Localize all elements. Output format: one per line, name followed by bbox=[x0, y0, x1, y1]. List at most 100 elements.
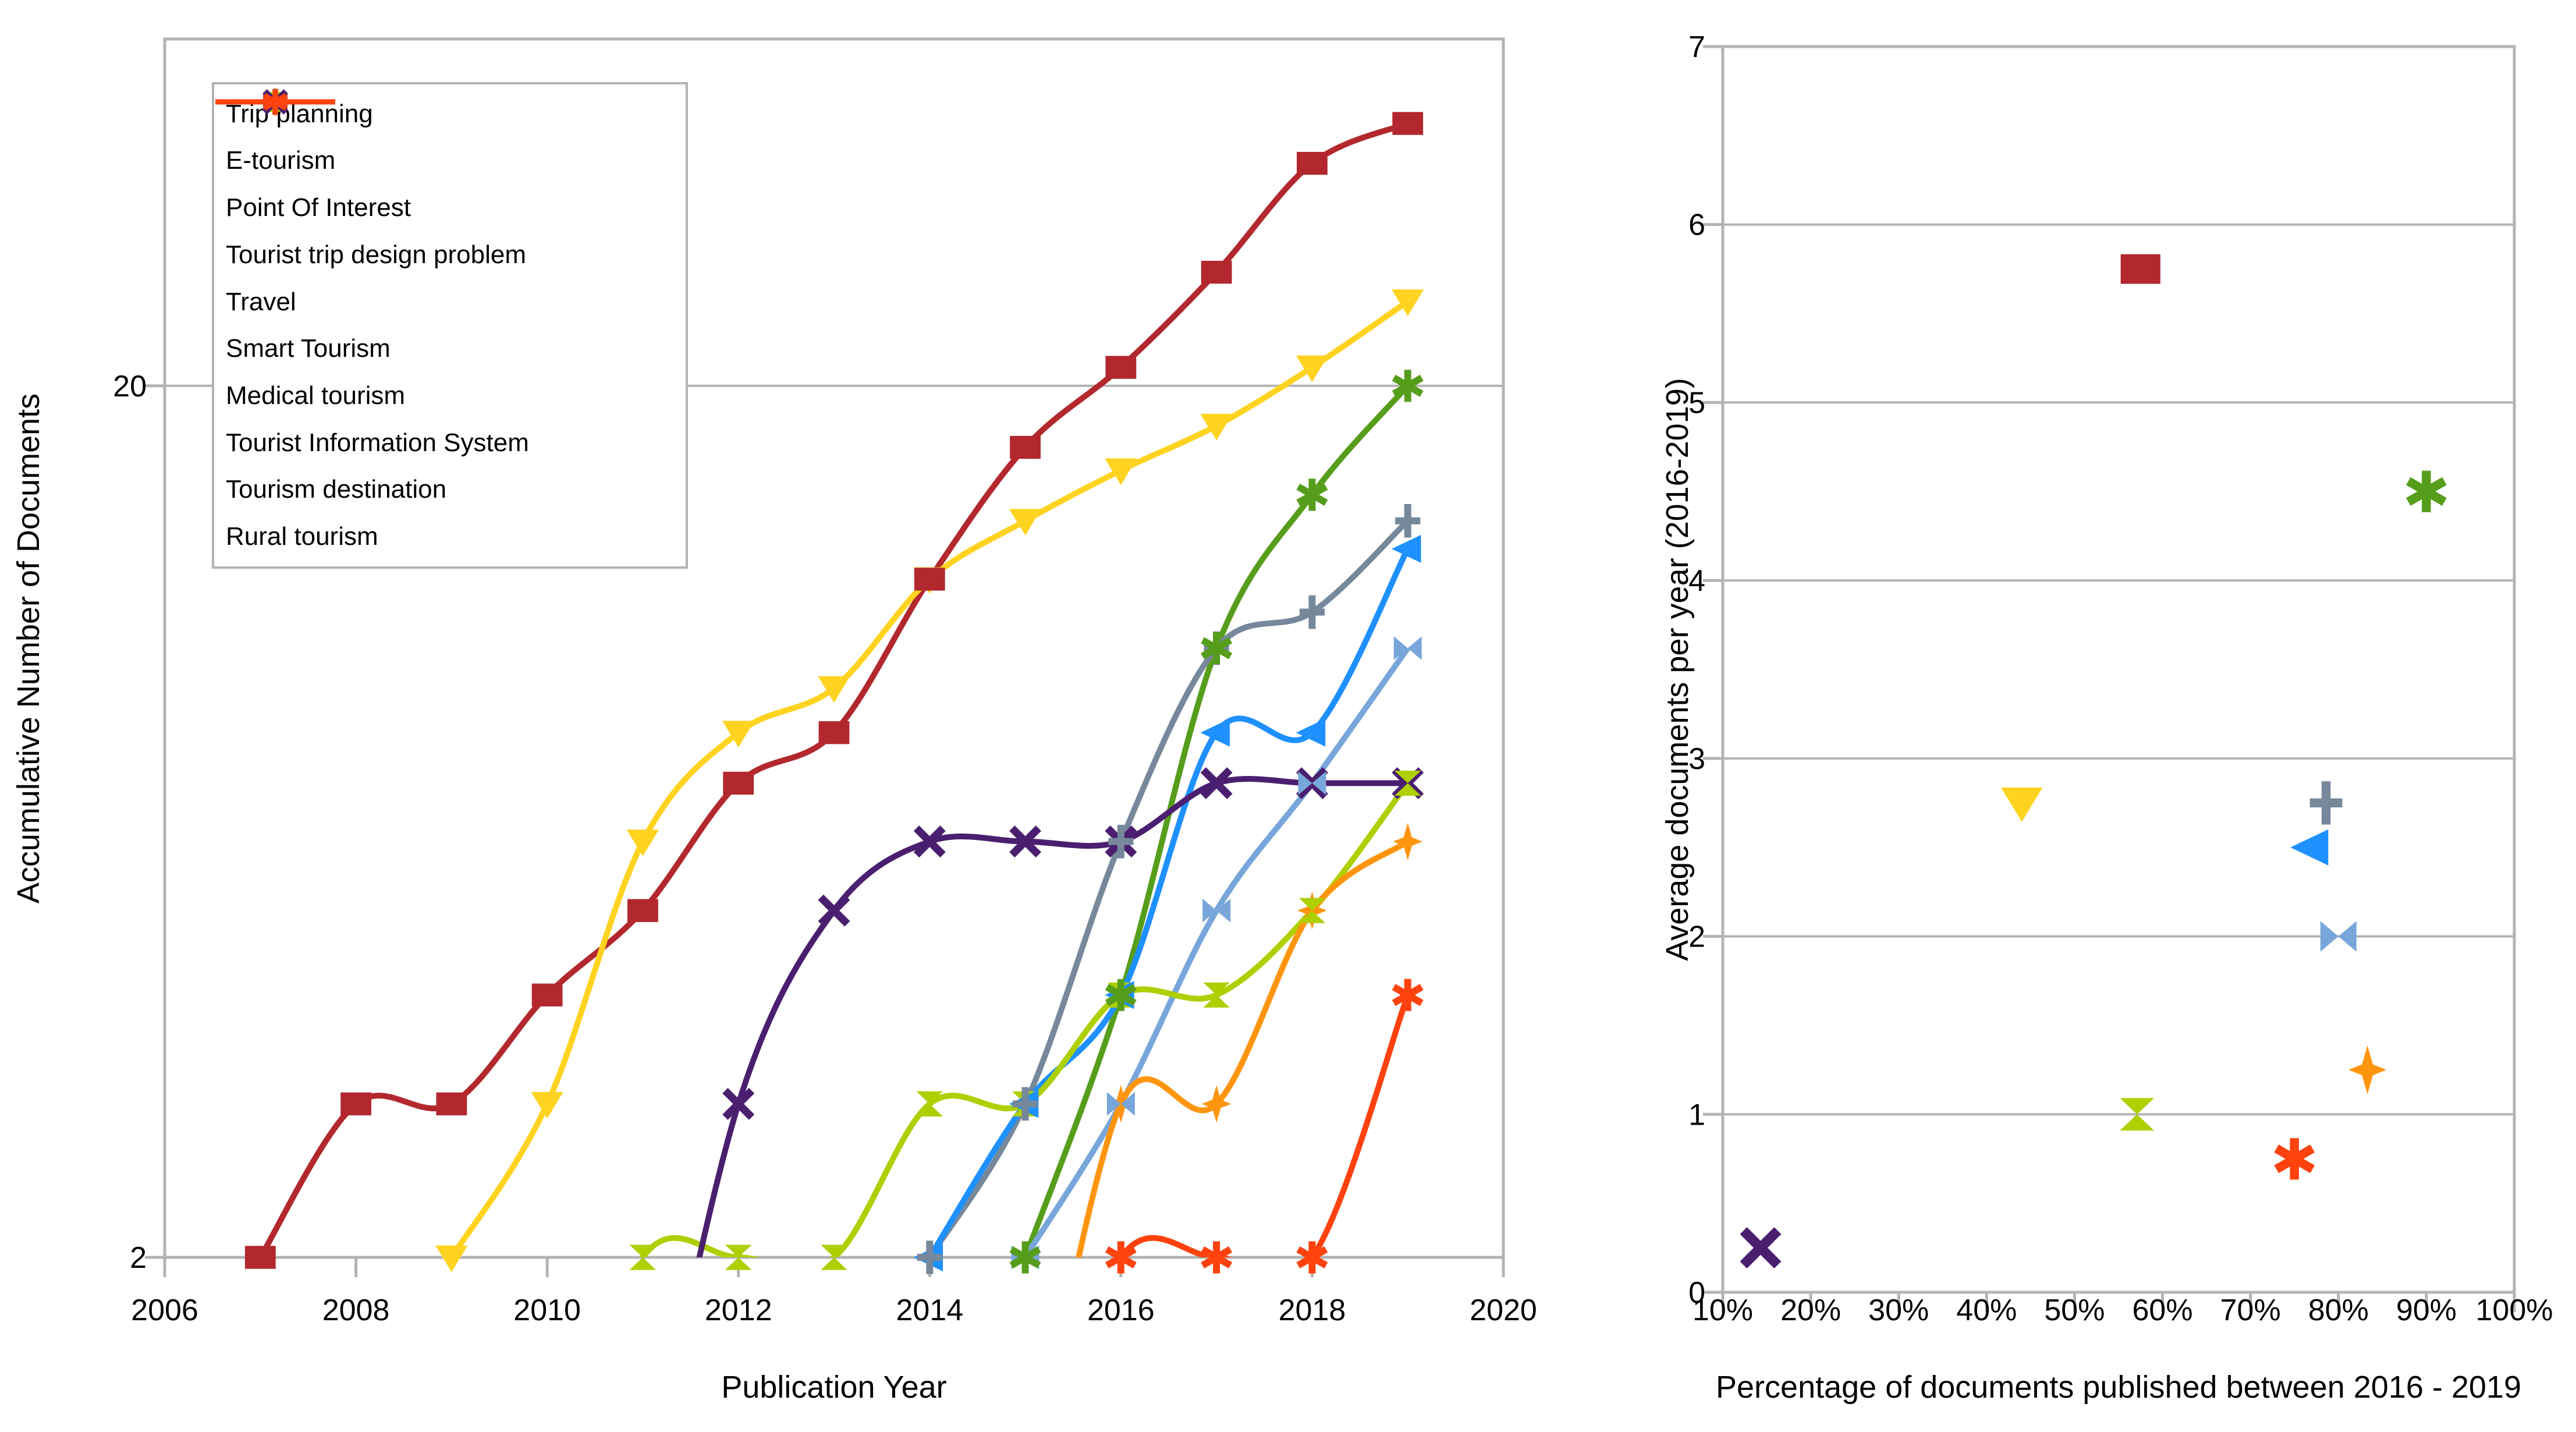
legend-item: Tourist Information System bbox=[215, 89, 686, 464]
asterisk-marker bbox=[1296, 1241, 1328, 1274]
x-tick-label: 2016 bbox=[1087, 1293, 1155, 1327]
y-tick-label: 7 bbox=[1688, 30, 1705, 64]
legend-marker-sample bbox=[215, 89, 335, 115]
x-tick-label: 2012 bbox=[705, 1293, 772, 1327]
square-marker bbox=[1010, 435, 1041, 459]
square-marker bbox=[1105, 356, 1137, 379]
square-marker bbox=[436, 1092, 467, 1116]
triangle-down-marker bbox=[1009, 509, 1042, 536]
right-chart-y-axis-title: Average documents per year (2016-2019) bbox=[1660, 378, 1695, 961]
x-marker bbox=[1200, 767, 1233, 799]
x-marker bbox=[722, 1087, 755, 1120]
triangle-down-marker bbox=[626, 830, 659, 856]
asterisk-marker bbox=[1105, 979, 1137, 1011]
left-chart-svg: 2006 2008 2010 2012 2014 2016 2018 2020 2 20 bbox=[113, 37, 1537, 1327]
y-tick-label: 2 bbox=[130, 1241, 147, 1275]
star4-marker bbox=[1393, 823, 1422, 861]
x-marker bbox=[818, 894, 850, 927]
series-markers-Tourist trip design problem bbox=[917, 504, 1421, 1274]
legend-item-label: E-tourism bbox=[226, 146, 336, 175]
triangle-down-marker bbox=[435, 1245, 468, 1273]
legend-item: Travel bbox=[215, 91, 686, 323]
asterisk-marker bbox=[1105, 1241, 1137, 1274]
right-chart-x-axis-title: Percentage of documents published betwee… bbox=[1716, 1370, 2521, 1405]
point-Travel bbox=[2290, 829, 2329, 866]
legend-item: Smart Tourism bbox=[215, 92, 686, 370]
bowtie-v-marker bbox=[1203, 982, 1230, 1008]
bowtie-v-marker bbox=[725, 1245, 752, 1270]
legend-item-label: Tourism destination bbox=[226, 475, 447, 504]
asterisk-marker bbox=[1296, 478, 1328, 511]
y-tick-label: 3 bbox=[1688, 742, 1705, 776]
x-marker bbox=[913, 825, 946, 858]
scatter-points bbox=[1740, 254, 2447, 1269]
triangle-left-marker bbox=[1200, 718, 1230, 747]
star4-marker bbox=[1106, 1084, 1136, 1123]
bowtie-v-marker bbox=[629, 1245, 657, 1270]
legend: Trip planning E-tourism Point Of Interest T… bbox=[212, 82, 688, 569]
left-chart-x-axis-title: Publication Year bbox=[721, 1370, 947, 1405]
right-chart-svg: 10% 20% 30% 40% 50% 60% 70% 80% 90% 100% 0 1 2 3 4 5 6 7 bbox=[1688, 30, 2553, 1327]
asterisk-marker bbox=[1392, 370, 1424, 402]
square-marker bbox=[1392, 112, 1424, 135]
asterisk-marker bbox=[262, 89, 288, 115]
series-markers-Point Of Interest bbox=[1009, 370, 1424, 1274]
series-markers-Tourism destination bbox=[1106, 823, 1422, 1123]
plus-marker bbox=[1299, 595, 1325, 629]
square-marker bbox=[914, 568, 945, 591]
x-tick-label: 70% bbox=[2220, 1293, 2281, 1327]
x-tick-label: 2010 bbox=[513, 1293, 581, 1327]
triangle-down-marker bbox=[1392, 289, 1424, 316]
legend-item-label: Tourist Information System bbox=[226, 428, 529, 457]
bowtie-h-marker bbox=[1298, 771, 1326, 795]
triangle-down-marker bbox=[531, 1091, 563, 1119]
left-figure: 2006 2008 2010 2012 2014 2016 2018 2020 2 20 Accu… bbox=[11, 37, 1537, 1405]
legend-item: Medical tourism bbox=[215, 91, 686, 417]
plus-marker bbox=[1012, 1087, 1038, 1121]
series-line-Tourism destination bbox=[1076, 839, 1410, 1257]
point-Smart Tourism bbox=[2320, 921, 2357, 952]
series-line-Rural tourism bbox=[1117, 994, 1411, 1257]
plot-border bbox=[1721, 45, 2516, 1294]
square-marker bbox=[627, 899, 658, 922]
triangle-down-marker bbox=[1296, 355, 1329, 382]
x-tick-label: 30% bbox=[1868, 1293, 1929, 1327]
x-tick-label: 2018 bbox=[1279, 1293, 1346, 1327]
legend-item-label: Rural tourism bbox=[226, 522, 378, 551]
y-tick-label: 0 bbox=[1688, 1276, 1705, 1310]
plus-marker bbox=[917, 1240, 942, 1274]
star4-marker bbox=[1297, 891, 1327, 930]
legend-item-label: Medical tourism bbox=[226, 381, 406, 410]
square-marker bbox=[723, 771, 754, 795]
square-marker bbox=[818, 721, 850, 745]
legend-item: Rural tourism bbox=[215, 89, 686, 558]
legend-item: E-tourism bbox=[215, 92, 686, 182]
x-tick-label: 2014 bbox=[896, 1293, 963, 1327]
triangle-left-marker bbox=[1296, 718, 1326, 747]
series-line-Smart Tourism bbox=[1023, 646, 1410, 1257]
x-tick-label: 100% bbox=[2476, 1293, 2553, 1327]
y-tick-label: 20 bbox=[113, 370, 147, 403]
x-tick-label: 50% bbox=[2044, 1293, 2105, 1327]
square-marker bbox=[1297, 151, 1328, 175]
x-tick-label: 20% bbox=[1780, 1293, 1841, 1327]
x-tick-label: 2008 bbox=[322, 1293, 390, 1327]
legend-item-label: Point Of Interest bbox=[226, 193, 411, 222]
series-line-Point Of Interest bbox=[1022, 384, 1410, 1257]
tick-marks bbox=[1703, 45, 2516, 1312]
point-Tourist Information System bbox=[1740, 1227, 1782, 1269]
square-marker bbox=[340, 1092, 371, 1116]
point-Tourist trip design problem bbox=[2309, 781, 2343, 825]
left-chart-y-axis-title: Accumulative Number of Documents bbox=[11, 393, 46, 904]
x-tick-label: 10% bbox=[1693, 1293, 1753, 1327]
asterisk-marker bbox=[1201, 632, 1233, 665]
tick-labels: 10% 20% 30% 40% 50% 60% 70% 80% 90% 100% 0 1 2 3 4 5 6 7 bbox=[1688, 30, 2553, 1327]
y-tick-label: 6 bbox=[1688, 208, 1705, 242]
square-marker bbox=[244, 1246, 276, 1269]
y-tick-label: 2 bbox=[1688, 920, 1705, 954]
asterisk-marker bbox=[1201, 1241, 1233, 1274]
x-tick-label: 2006 bbox=[131, 1293, 198, 1327]
x-tick-label: 60% bbox=[2133, 1293, 2193, 1327]
y-tick-label: 1 bbox=[1688, 1098, 1705, 1132]
bowtie-h-marker bbox=[1106, 1091, 1135, 1116]
